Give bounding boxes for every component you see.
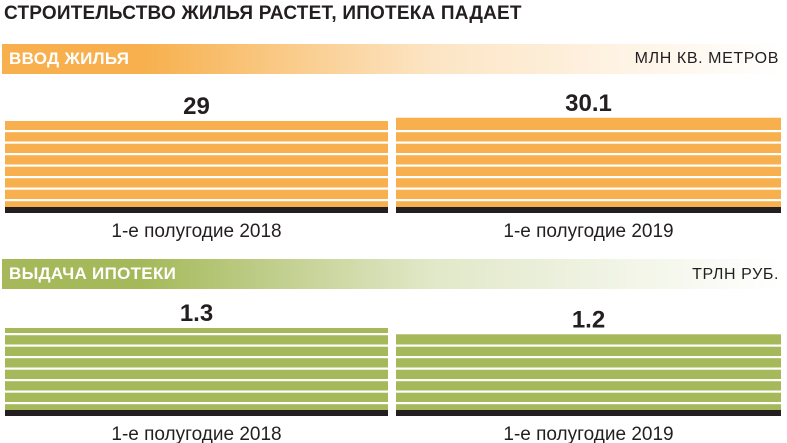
housing-value-label-2: 30.1 [565,90,612,117]
housing-baseline-2 [396,207,781,213]
infographic-title: СТРОИТЕЛЬСТВО ЖИЛЬЯ РАСТЕТ, ИПОТЕКА ПАДА… [4,3,522,24]
mortgage-category-label-1: 1-е полугодие 2018 [111,424,281,443]
housing-category-label-1: 1-е полугодие 2018 [111,221,281,242]
housing-bar-chart: 29 1-е полугодие 2018 30.1 1-е полугодие 20… [5,90,781,242]
housing-category-label-2: 1-е полугодие 2019 [503,221,673,242]
mortgage-section-title: ВЫДАЧА ИПОТЕКИ [9,264,177,283]
mortgage-category-label-2: 1-е полугодие 2019 [503,424,673,443]
mortgage-bar-2 [396,334,781,410]
mortgage-baseline-1 [5,410,388,416]
housing-bar-2 [396,117,781,207]
mortgage-unit-label: ТРЛН РУБ. [692,266,779,283]
housing-header-band: ВВОД ЖИЛЬЯ [2,44,782,74]
housing-unit-label: МЛН КВ. МЕТРОВ [634,50,779,67]
mortgage-bar-chart: 1.3 1-е полугодие 2018 1.2 1-е полугодие 20… [5,300,781,443]
housing-value-label-1: 29 [183,93,210,120]
mortgage-bar-1 [5,328,388,410]
housing-section-title: ВВОД ЖИЛЬЯ [9,49,130,68]
housing-bar-1 [5,121,388,207]
mortgage-baseline-2 [396,410,781,416]
mortgage-header-band: ВЫДАЧА ИПОТЕКИ [2,259,782,289]
housing-baseline-1 [5,207,388,213]
mortgage-value-label-2: 1.2 [572,306,605,333]
mortgage-value-label-1: 1.3 [180,300,213,327]
